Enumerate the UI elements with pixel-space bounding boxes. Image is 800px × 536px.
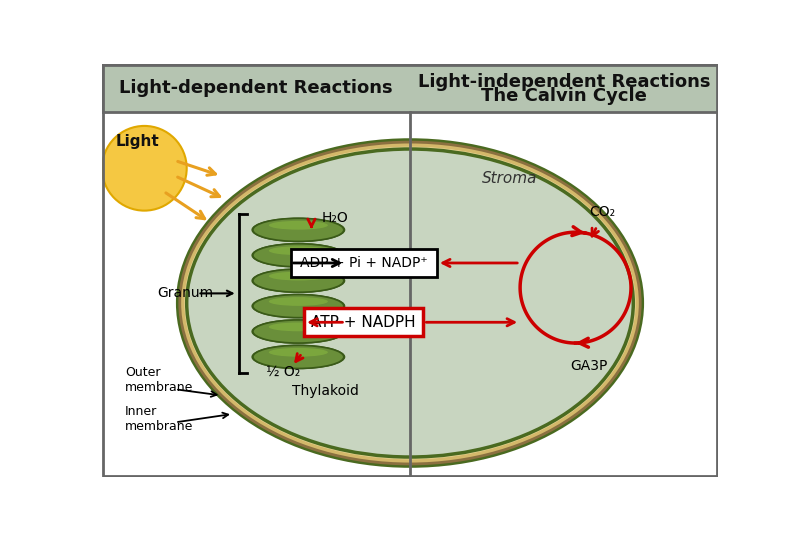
- Ellipse shape: [251, 294, 346, 318]
- Text: The Calvin Cycle: The Calvin Cycle: [481, 87, 647, 105]
- Ellipse shape: [253, 295, 344, 318]
- Text: CO₂: CO₂: [590, 205, 615, 219]
- Ellipse shape: [251, 269, 346, 293]
- Text: Thylakoid: Thylakoid: [292, 384, 358, 398]
- Ellipse shape: [186, 149, 634, 457]
- Ellipse shape: [251, 319, 346, 344]
- FancyBboxPatch shape: [304, 308, 423, 336]
- Ellipse shape: [269, 348, 328, 356]
- Ellipse shape: [180, 142, 640, 464]
- Ellipse shape: [176, 138, 644, 468]
- Text: H₂O: H₂O: [322, 211, 348, 225]
- Ellipse shape: [251, 243, 346, 267]
- Bar: [102, 64, 718, 112]
- FancyBboxPatch shape: [290, 249, 437, 277]
- Text: ½ O₂: ½ O₂: [266, 366, 300, 379]
- Ellipse shape: [269, 323, 328, 331]
- Ellipse shape: [269, 272, 328, 280]
- Ellipse shape: [253, 218, 344, 241]
- Ellipse shape: [253, 345, 344, 368]
- Text: Light-dependent Reactions: Light-dependent Reactions: [119, 79, 393, 97]
- Ellipse shape: [184, 147, 636, 459]
- Ellipse shape: [253, 244, 344, 267]
- Text: GA3P: GA3P: [570, 359, 608, 373]
- Ellipse shape: [253, 320, 344, 343]
- Ellipse shape: [251, 218, 346, 242]
- Text: Stroma: Stroma: [482, 171, 538, 186]
- Text: Outer
membrane: Outer membrane: [125, 366, 194, 394]
- Text: Light-independent Reactions: Light-independent Reactions: [418, 73, 710, 91]
- Text: ATP + NADPH: ATP + NADPH: [311, 315, 416, 330]
- Text: Light: Light: [116, 134, 160, 149]
- Ellipse shape: [253, 269, 344, 292]
- Ellipse shape: [251, 345, 346, 369]
- Ellipse shape: [269, 221, 328, 229]
- Text: Inner
membrane: Inner membrane: [125, 405, 194, 433]
- Text: Granum: Granum: [158, 286, 214, 300]
- Ellipse shape: [269, 297, 328, 306]
- Ellipse shape: [269, 246, 328, 255]
- Ellipse shape: [102, 126, 186, 211]
- Text: ADP + Pi + NADP⁺: ADP + Pi + NADP⁺: [300, 256, 428, 270]
